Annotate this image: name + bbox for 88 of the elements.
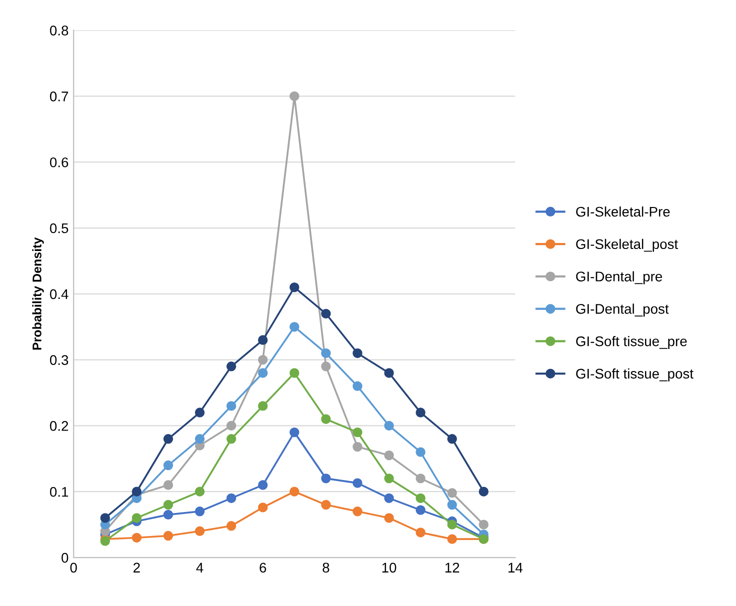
point [352,506,362,516]
point [321,308,331,319]
point [258,335,268,345]
y-tick-label: 0.5 [50,223,68,234]
point [447,434,457,444]
point [163,434,174,444]
point [163,480,174,490]
point [132,486,142,496]
point [416,493,426,504]
point [194,486,205,496]
y-tick-label: 0.1 [50,486,68,497]
point [226,434,236,444]
point [194,506,205,516]
legend-label: GI-Soft tissue_post [576,368,694,382]
x-tick-label: 6 [260,562,266,573]
point [258,502,268,512]
point [416,505,426,515]
point [258,480,268,490]
point [384,420,394,431]
point [447,534,457,544]
x-tick-label: 10 [382,562,396,573]
legend-label: GI-Skeletal-Pre [576,206,670,217]
y-tick-label: 0.7 [50,92,68,102]
y-tick-label: 0.6 [50,157,68,168]
legend-label: GI-Skeletal_post [576,238,678,252]
x-tick-label: 0 [70,562,77,573]
point [194,526,205,536]
point [478,520,489,530]
point [226,521,236,531]
point [352,427,362,438]
point [194,408,205,418]
point [352,348,362,358]
y-tick-label: 0.4 [50,289,68,300]
point [321,474,331,484]
point [352,381,362,392]
y-tick-label: 0.3 [50,355,68,365]
x-tick-label: 14 [508,562,523,572]
point [163,500,174,510]
legend-label: GI-Dental_post [576,304,669,317]
point [447,520,457,530]
point [290,91,300,102]
point [290,486,300,496]
point [321,348,331,358]
point [352,442,362,452]
x-tick-label: 12 [445,562,460,572]
point [416,408,426,418]
point [163,460,174,470]
x-tick-label: 2 [134,562,140,572]
point [447,500,457,510]
point [258,401,268,411]
point [384,368,394,378]
point [100,513,110,523]
point [352,478,362,488]
y-tick-label: 0.8 [50,26,68,36]
point [416,528,426,538]
x-tick-label: 8 [322,562,330,573]
y-tick-label: 0.2 [50,421,68,431]
point [163,510,174,520]
point [290,322,300,332]
point [321,362,331,372]
point [226,401,236,411]
point [132,513,142,523]
point [226,420,236,431]
point [321,414,331,424]
point [447,488,457,498]
point [416,474,426,484]
point [194,434,205,444]
point [163,530,174,541]
legend-label: GI-Soft tissue_pre [576,336,687,349]
legend-label: GI-Dental_pre [576,271,662,284]
y-axis-title: Probability Density [32,237,44,350]
point [321,500,331,510]
x-tick-label: 4 [196,562,204,572]
point [290,427,300,438]
point [226,362,236,372]
point [384,450,394,460]
point [384,513,394,523]
point [384,474,394,484]
y-tick-label: 0 [62,552,68,563]
point [384,493,394,504]
point [258,354,268,365]
point [290,368,300,378]
point [290,282,300,292]
point [258,368,268,378]
point [478,486,489,496]
point [226,493,236,504]
point [132,532,142,543]
point [416,447,426,457]
